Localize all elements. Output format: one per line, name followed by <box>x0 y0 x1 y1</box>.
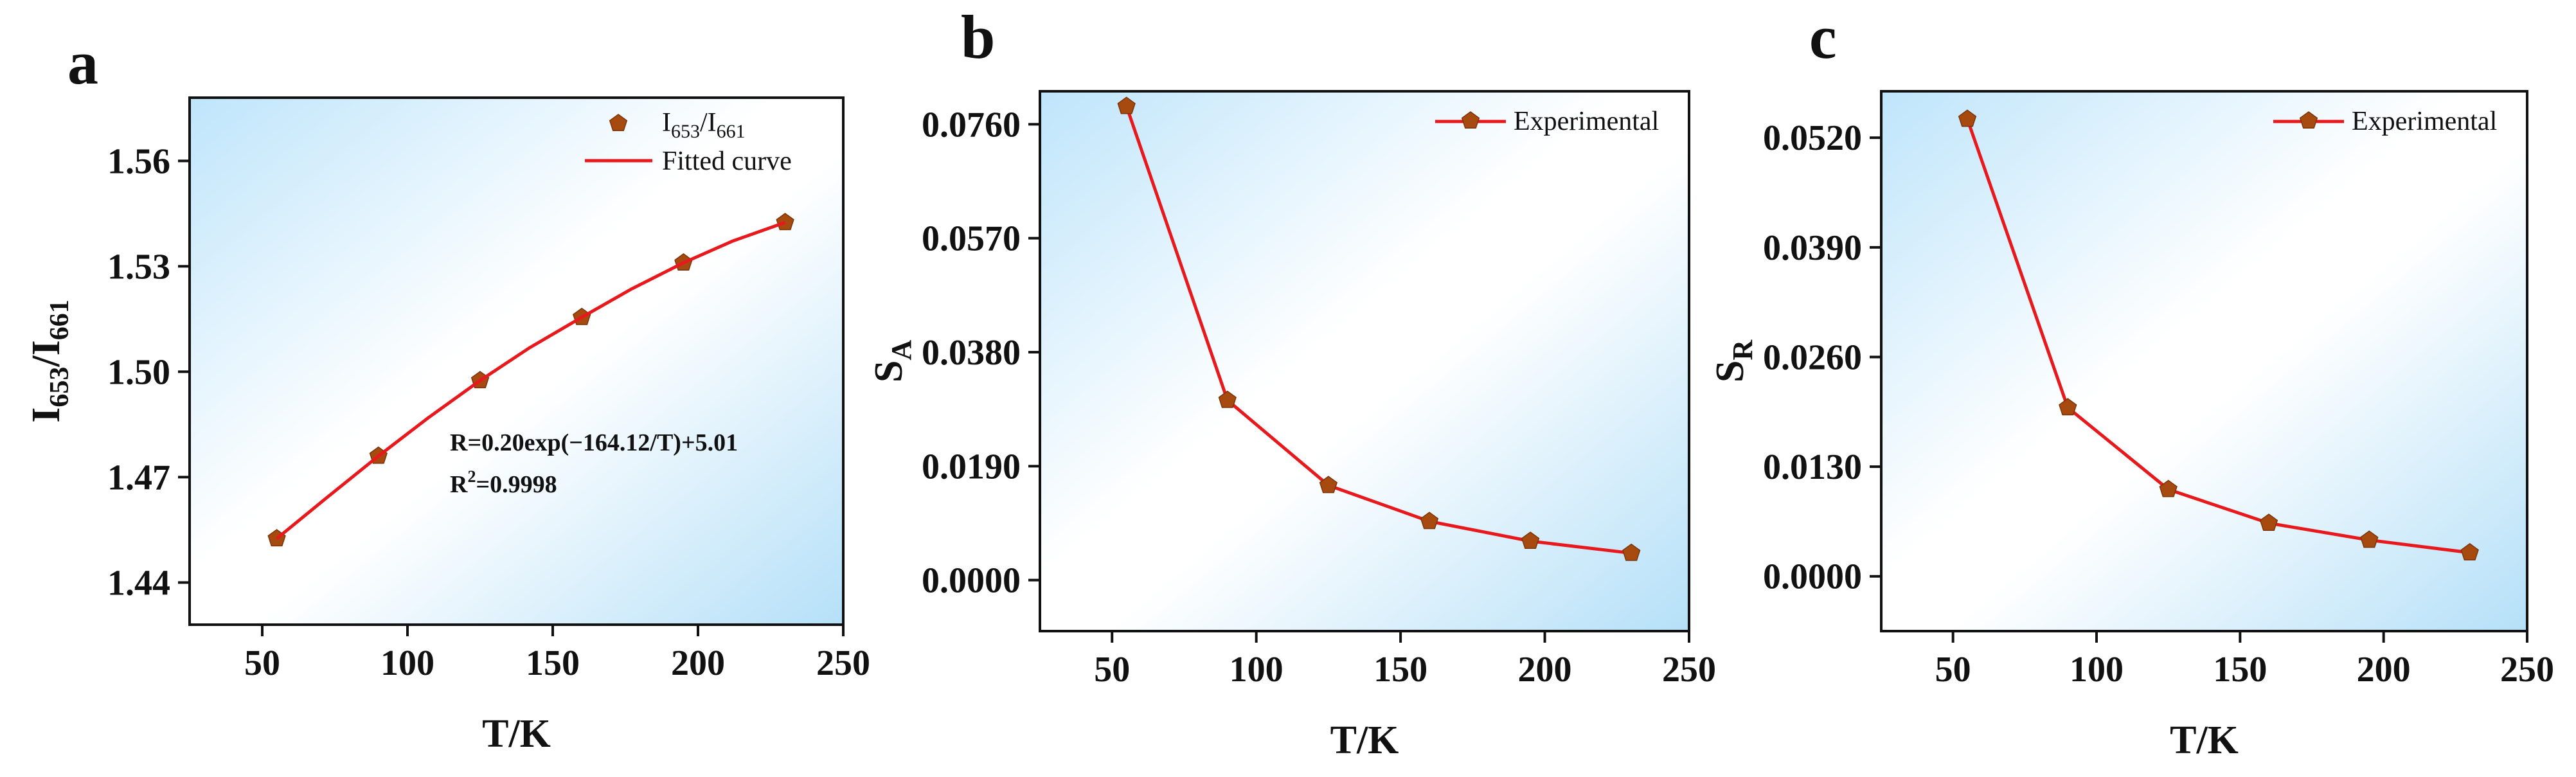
fit-equation: R=0.20exp(−164.12/T)+5.01 <box>450 429 738 456</box>
x-axis-title: T/K <box>2170 719 2239 762</box>
plot-frame <box>188 96 845 626</box>
x-tick-label: 100 <box>2070 650 2124 690</box>
y-tick-label: 1.56 <box>107 141 170 181</box>
data-point <box>2159 479 2178 497</box>
legend-label-ratio: I653/I661 <box>662 108 746 142</box>
x-tick-label: 100 <box>380 643 434 683</box>
x-tick-label: 50 <box>244 643 280 683</box>
plot-frame <box>1039 90 1690 632</box>
x-tick-label: 250 <box>1662 650 1716 690</box>
x-tick-label: 250 <box>2500 650 2554 690</box>
data-point <box>1521 531 1540 549</box>
plot-frame <box>1880 90 2528 632</box>
y-axis-title: SA <box>867 340 917 382</box>
legend-label-experimental: Experimental <box>1514 107 1659 136</box>
y-tick-label: 0.0000 <box>922 561 1021 601</box>
x-tick-label: 200 <box>671 643 725 683</box>
y-tick-label: 0.0570 <box>922 219 1021 259</box>
series-line <box>1965 118 2471 555</box>
data-point <box>1117 96 1136 114</box>
x-tick-label: 150 <box>2213 650 2267 690</box>
x-tick-label: 200 <box>1518 650 1572 690</box>
data-point <box>1319 476 1338 494</box>
series-line <box>1125 105 1632 555</box>
data-point <box>1218 390 1237 408</box>
y-tick-label: 0.0380 <box>922 333 1021 373</box>
y-tick-label: 1.44 <box>107 563 170 603</box>
x-tick-label: 50 <box>1935 650 1971 690</box>
data-point <box>1622 543 1641 561</box>
x-axis-title: T/K <box>482 712 551 756</box>
panel-letter: b <box>961 3 995 71</box>
panel-b: b 50 100 150 200 250 0.0000 0.0190 0.0380 0.0570 0… <box>867 3 1716 762</box>
legend-marker <box>609 114 628 132</box>
y-tick-label: 0.0000 <box>1763 557 1862 597</box>
x-tick-label: 50 <box>1094 650 1130 690</box>
x-tick-label: 150 <box>526 643 580 683</box>
y-tick-label: 0.0130 <box>1763 447 1862 487</box>
x-tick-label: 100 <box>1230 650 1284 690</box>
data-point <box>2460 542 2479 561</box>
data-point <box>2360 530 2379 548</box>
legend-label-experimental: Experimental <box>2352 107 2497 136</box>
plot-area <box>1040 91 1689 631</box>
panel-letter: c <box>1809 3 1837 71</box>
y-tick-label: 0.0260 <box>1763 337 1862 377</box>
plot-area <box>190 98 843 625</box>
panel-a: a 50 100 150 200 250 1.44 1.47 1.50 1.53 1.56 T/K I6… <box>24 28 870 756</box>
data-point <box>2259 514 2278 531</box>
y-tick-label: 1.50 <box>107 352 170 392</box>
y-tick-label: 0.0520 <box>1763 118 1862 158</box>
plot-area <box>1881 91 2527 631</box>
panel-c: c 50 100 150 200 250 0.0000 0.0130 0.0260 0.0390 0… <box>1708 3 2554 762</box>
y-axis-title: SR <box>1708 339 1758 382</box>
data-point <box>1958 109 1977 127</box>
x-axis-title: T/K <box>1330 719 1399 762</box>
fit-r-squared: R2=0.9998 <box>450 467 557 498</box>
y-axis-title: I653/I661 <box>24 299 75 423</box>
x-tick-label: 250 <box>816 643 870 683</box>
data-point <box>1420 512 1439 530</box>
legend-marker <box>1461 111 1480 129</box>
panel-letter: a <box>67 28 98 97</box>
x-tick-label: 200 <box>2357 650 2411 690</box>
fitted-curve-line <box>276 220 786 540</box>
y-tick-label: 0.0760 <box>922 105 1021 145</box>
x-tick-label: 150 <box>1373 650 1427 690</box>
legend-marker <box>2299 111 2318 129</box>
y-tick-label: 0.0390 <box>1763 228 1862 268</box>
y-tick-label: 1.47 <box>107 458 170 497</box>
legend-label-fitted: Fitted curve <box>662 147 792 176</box>
y-tick-label: 0.0190 <box>922 447 1021 487</box>
data-point <box>2059 398 2077 416</box>
y-tick-label: 1.53 <box>107 247 170 287</box>
